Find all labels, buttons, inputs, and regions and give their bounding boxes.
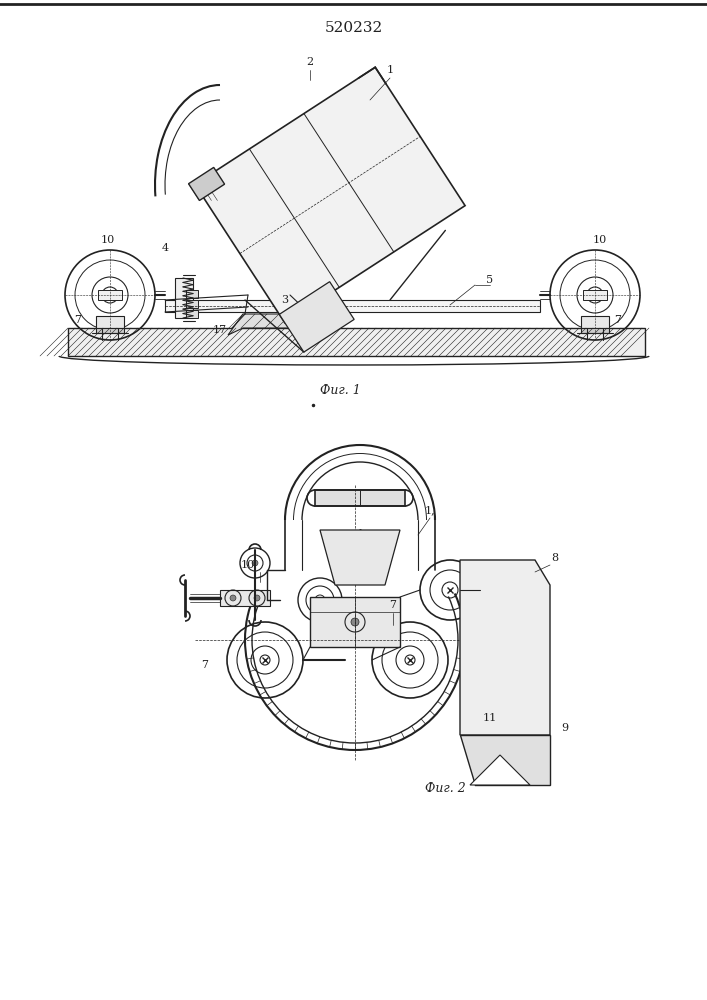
Circle shape [351, 618, 359, 626]
Bar [98, 290, 122, 300]
Circle shape [363, 192, 369, 198]
Text: 17: 17 [213, 325, 227, 335]
Polygon shape [195, 67, 465, 323]
Text: 3: 3 [281, 295, 288, 305]
Circle shape [510, 583, 514, 587]
Bar [175, 278, 193, 318]
Polygon shape [470, 755, 530, 785]
Text: 9: 9 [561, 723, 568, 733]
Text: 5: 5 [486, 275, 493, 285]
Bar [186, 310, 198, 318]
Polygon shape [279, 282, 354, 352]
Text: 4: 4 [161, 243, 168, 253]
Circle shape [510, 650, 514, 654]
Bar [583, 290, 607, 300]
Circle shape [254, 595, 260, 601]
Polygon shape [189, 167, 225, 201]
Bar [96, 316, 124, 328]
Bar [315, 490, 405, 506]
Text: 7: 7 [614, 315, 621, 325]
Circle shape [510, 616, 514, 620]
Polygon shape [460, 560, 550, 735]
Polygon shape [165, 300, 540, 312]
Text: Фиг. 1: Фиг. 1 [320, 383, 361, 396]
Text: 1: 1 [387, 65, 394, 75]
Bar [186, 300, 198, 308]
Text: 10: 10 [241, 560, 255, 570]
Bar [96, 328, 124, 333]
Polygon shape [228, 314, 310, 335]
Text: 7: 7 [201, 660, 209, 670]
Circle shape [510, 684, 514, 688]
Text: 7: 7 [74, 315, 81, 325]
Circle shape [252, 560, 258, 566]
Bar [581, 328, 609, 333]
Text: 7: 7 [390, 600, 397, 610]
Bar [310, 597, 400, 647]
Circle shape [592, 292, 598, 298]
Text: 11: 11 [483, 713, 497, 723]
Circle shape [230, 595, 236, 601]
Text: 1,: 1, [425, 505, 436, 515]
Text: 520232: 520232 [325, 21, 383, 35]
Polygon shape [320, 530, 400, 585]
Bar [220, 590, 270, 606]
Bar [581, 316, 609, 328]
Text: 10: 10 [593, 235, 607, 245]
Text: 8: 8 [551, 553, 559, 563]
Polygon shape [460, 735, 550, 785]
Circle shape [107, 292, 113, 298]
Text: 2: 2 [306, 57, 314, 67]
Bar [186, 290, 198, 298]
Text: Фиг. 2: Фиг. 2 [425, 782, 465, 794]
Polygon shape [68, 328, 645, 356]
Text: 10: 10 [101, 235, 115, 245]
